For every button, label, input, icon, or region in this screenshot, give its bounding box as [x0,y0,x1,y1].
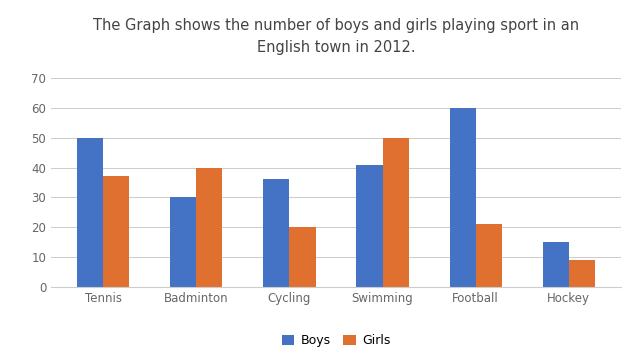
Bar [77,138,103,287]
Bar [450,108,476,287]
Bar [543,242,569,287]
Bar [476,224,502,287]
Bar [263,180,289,287]
Bar [289,227,316,287]
Bar [356,164,383,287]
Bar [170,197,196,287]
Legend: Boys, Girls: Boys, Girls [276,329,396,350]
Bar [569,260,595,287]
Bar [383,138,409,287]
Bar [103,176,129,287]
Title: The Graph shows the number of boys and girls playing sport in an
English town in: The Graph shows the number of boys and g… [93,18,579,55]
Bar [196,168,222,287]
